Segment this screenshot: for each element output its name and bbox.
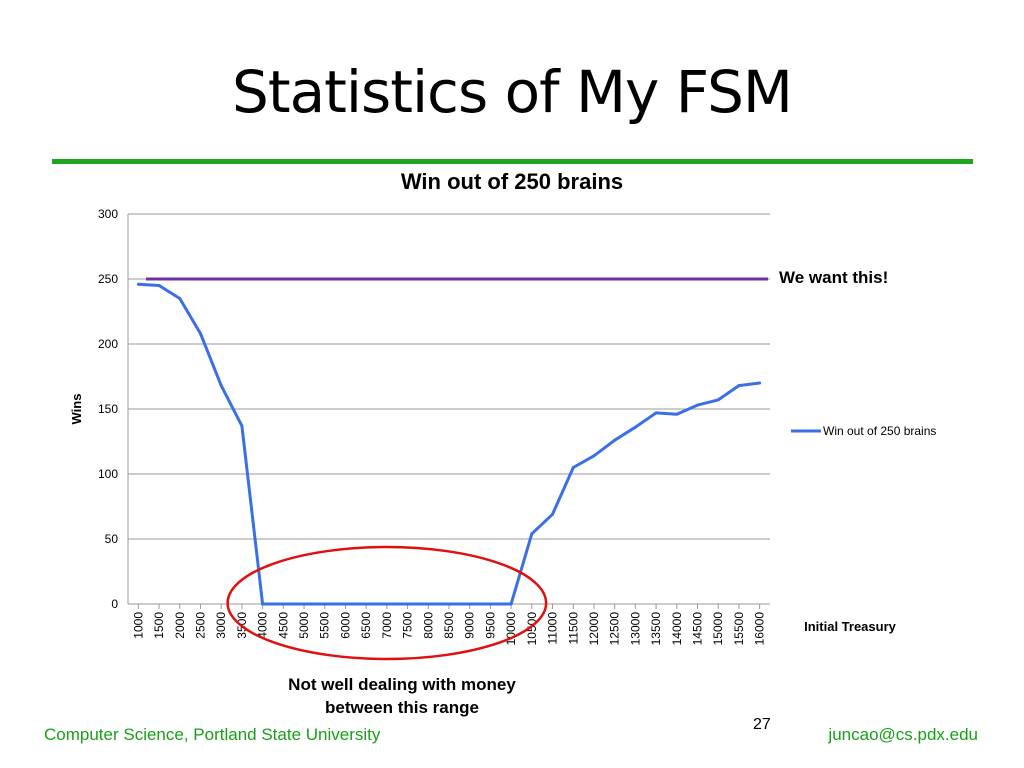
x-tick-label: 8500 xyxy=(442,612,456,639)
x-tick-label: 10500 xyxy=(525,612,539,646)
data-point xyxy=(530,532,534,536)
data-point xyxy=(592,454,596,458)
x-tick-label: 1500 xyxy=(152,612,166,639)
x-tick-label: 15000 xyxy=(711,612,725,646)
x-tick-label: 9500 xyxy=(483,612,497,639)
x-tick-label: 11000 xyxy=(546,612,560,645)
data-point xyxy=(468,602,472,606)
x-tick-label: 12500 xyxy=(608,612,622,646)
x-tick-label: 5000 xyxy=(297,612,311,639)
x-tick-label: 4000 xyxy=(256,612,270,639)
x-tick-label: 14000 xyxy=(670,612,684,646)
title-divider xyxy=(52,159,973,164)
target-annotation: We want this! xyxy=(779,268,889,287)
data-point xyxy=(426,602,430,606)
x-tick-label: 7500 xyxy=(401,612,415,639)
data-point xyxy=(633,425,637,429)
x-tick-label: 5500 xyxy=(318,612,332,639)
data-point xyxy=(385,602,389,606)
x-tick-label: 14500 xyxy=(691,612,705,646)
x-tick-label: 1000 xyxy=(131,612,145,639)
x-tick-label: 15500 xyxy=(732,612,746,646)
data-point xyxy=(509,602,513,606)
data-point xyxy=(240,424,244,428)
data-point xyxy=(323,602,327,606)
legend-label: Win out of 250 brains xyxy=(823,424,936,438)
data-point xyxy=(281,602,285,606)
data-point xyxy=(696,403,700,407)
data-point xyxy=(219,384,223,388)
data-point xyxy=(613,438,617,442)
data-point xyxy=(364,602,368,606)
data-point xyxy=(675,412,679,416)
data-point xyxy=(737,384,741,388)
data-point xyxy=(758,381,762,385)
x-tick-label: 4500 xyxy=(276,612,290,639)
data-point xyxy=(716,398,720,402)
x-axis-title: Initial Treasury xyxy=(804,619,897,634)
x-tick-label: 9000 xyxy=(463,612,477,639)
x-tick-label: 11500 xyxy=(566,612,580,645)
x-tick-label: 6500 xyxy=(359,612,373,639)
x-tick-label: 8000 xyxy=(421,612,435,639)
x-tick-label: 2500 xyxy=(193,612,207,639)
slide-title: Statistics of My FSM xyxy=(232,58,793,126)
x-tick-label: 3000 xyxy=(214,612,228,639)
x-tick-label: 2000 xyxy=(173,612,187,639)
data-point xyxy=(157,284,161,287)
x-tick-label: 12000 xyxy=(587,612,601,646)
data-point xyxy=(654,411,658,415)
data-point xyxy=(447,602,451,606)
range-annotation-line2: between this range xyxy=(325,698,479,717)
y-tick-label: 250 xyxy=(98,272,118,286)
y-tick-label: 150 xyxy=(98,402,118,416)
data-point xyxy=(571,466,575,469)
data-point xyxy=(261,602,265,606)
y-axis-title: Wins xyxy=(69,394,84,425)
footer-email[interactable]: juncao@cs.pdx.edu xyxy=(828,725,978,744)
x-tick-label: 13000 xyxy=(628,612,642,646)
range-annotation-line1: Not well dealing with money xyxy=(288,675,516,694)
page-number: 27 xyxy=(753,716,771,733)
y-tick-label: 0 xyxy=(111,597,118,611)
data-point xyxy=(302,602,306,606)
y-tick-label: 100 xyxy=(98,467,118,481)
x-tick-label: 16000 xyxy=(753,612,767,646)
data-point xyxy=(488,602,492,606)
y-tick-label: 200 xyxy=(98,337,118,351)
x-tick-label: 7000 xyxy=(380,612,394,639)
data-point xyxy=(343,602,347,606)
x-tick-label: 6000 xyxy=(338,612,352,639)
footer-institution: Computer Science, Portland State Univers… xyxy=(44,725,381,744)
range-annotation: Not well dealing with money between this… xyxy=(232,673,572,719)
x-tick-label: 13500 xyxy=(649,612,663,646)
data-point xyxy=(406,602,410,606)
highlight-ellipse xyxy=(226,545,548,661)
data-point xyxy=(178,297,182,300)
data-point xyxy=(551,512,555,516)
data-point xyxy=(198,332,202,336)
chart-title: Win out of 250 brains xyxy=(400,169,624,194)
y-tick-label: 50 xyxy=(105,532,119,546)
data-point xyxy=(136,282,140,286)
series-line xyxy=(138,282,760,606)
y-tick-label: 300 xyxy=(98,207,118,221)
